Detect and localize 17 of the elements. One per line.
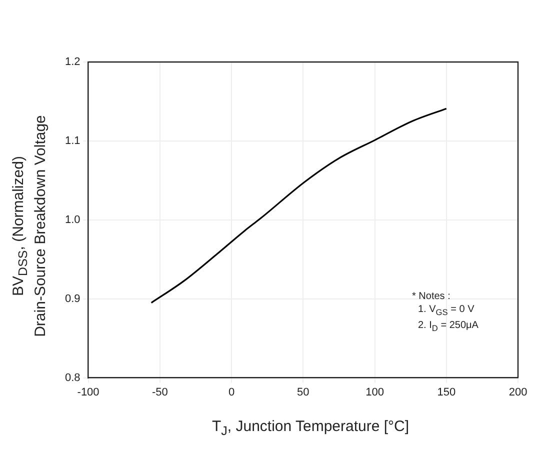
x-tick-label: -50 [152,386,168,398]
x-tick-label: 150 [437,386,456,398]
x-tick-label: 100 [366,386,384,398]
annotation: 1. V$_{GS}$ = 0 V [417,303,476,319]
y-tick-label: 1.0 [64,214,80,226]
annotation: 2. I$_{D}$ = 250μA [417,319,478,335]
y-tick-label: 1.1 [64,134,80,147]
x-tick-label: 200 [508,386,528,398]
y-tick-label: 1.2 [64,56,80,68]
annotation: * Notes : [412,290,452,303]
line-series [150,108,448,304]
x-tick-label: -100 [77,386,100,398]
y-tick-label: 0.8 [64,372,80,384]
x-axis-title: T$_{J}$, Junction Temperature [°C] [210,418,410,438]
y-tick-label: 0.9 [64,292,80,305]
x-tick-label: 0 [228,386,235,398]
x-tick-label: 50 [297,386,310,398]
